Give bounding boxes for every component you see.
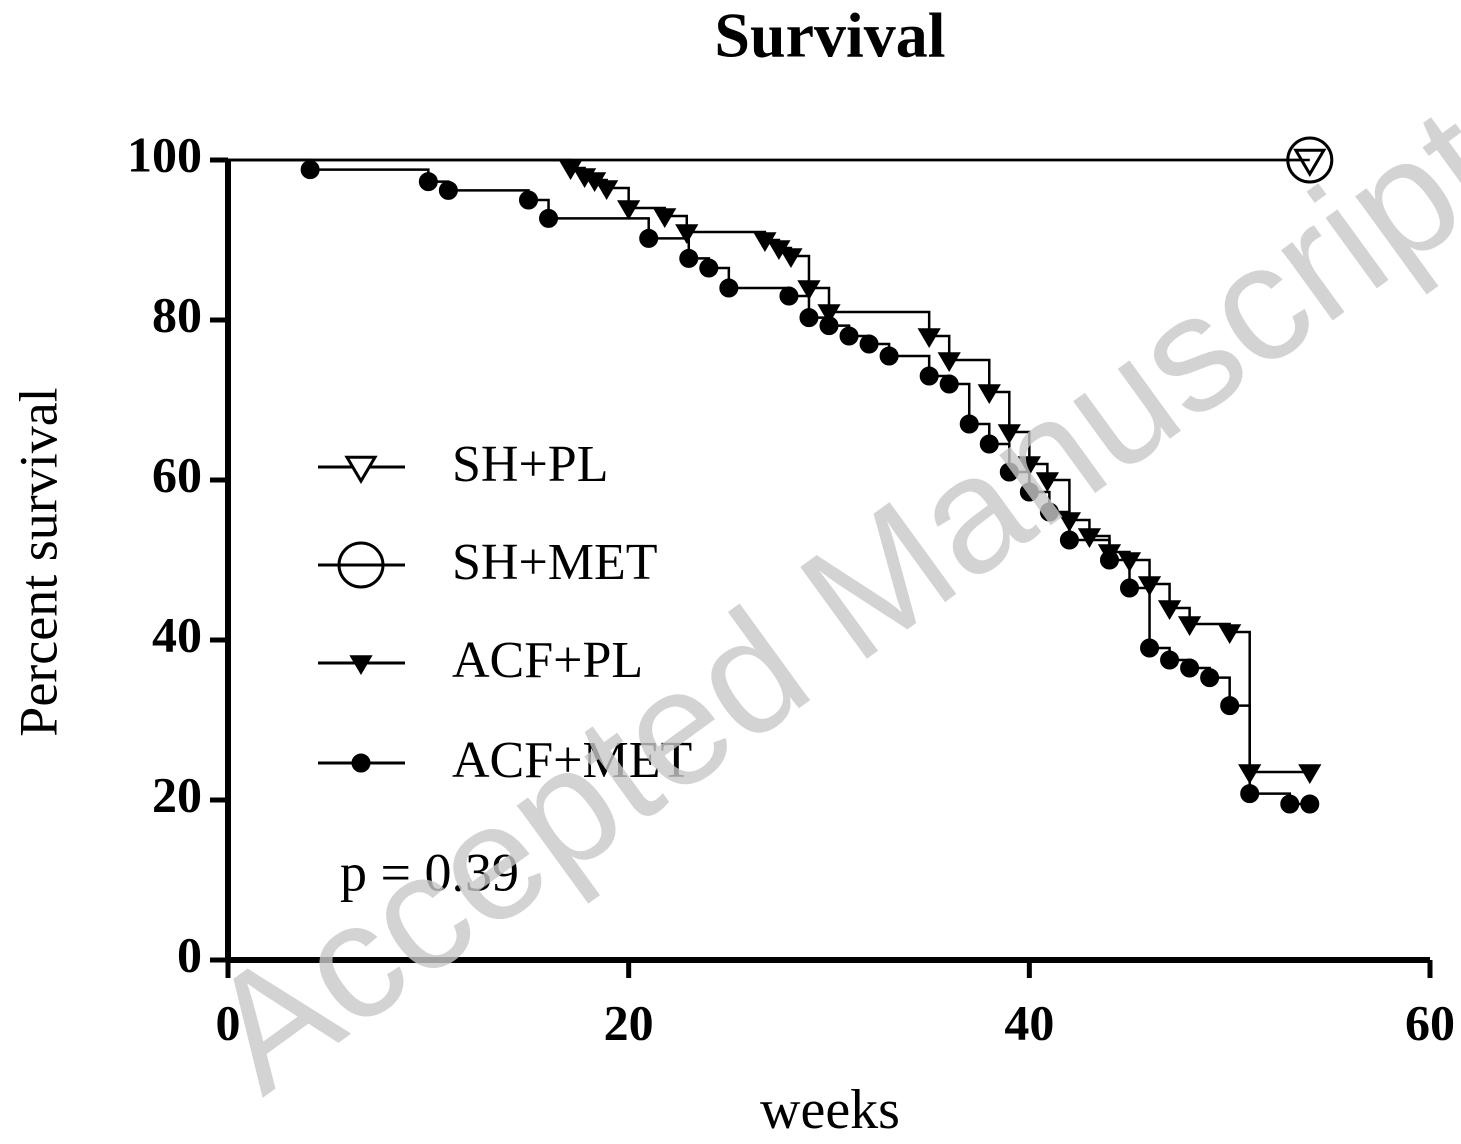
marker xyxy=(819,316,839,336)
marker xyxy=(859,334,879,354)
marker xyxy=(919,366,939,386)
marker xyxy=(879,346,899,366)
x-axis-label: weeks xyxy=(760,1079,900,1141)
marker xyxy=(1240,784,1260,804)
marker xyxy=(679,248,699,268)
y-tick-label: 0 xyxy=(177,926,202,982)
legend-label: ACF+PL xyxy=(452,632,643,689)
marker xyxy=(719,278,739,298)
x-tick-label: 60 xyxy=(1405,994,1455,1050)
marker xyxy=(1059,530,1079,550)
step-line xyxy=(686,230,767,240)
legend-marker xyxy=(337,541,385,589)
marker xyxy=(1218,624,1242,644)
legend-marker xyxy=(344,455,378,484)
chart-title: Survival xyxy=(714,0,945,71)
marker xyxy=(979,434,999,454)
marker xyxy=(1039,502,1059,522)
marker xyxy=(839,326,859,346)
marker xyxy=(1077,528,1102,548)
legend-marker xyxy=(351,753,371,773)
marker xyxy=(653,208,677,228)
x-tick-label: 0 xyxy=(216,994,241,1050)
marker xyxy=(1293,148,1327,177)
marker xyxy=(1017,456,1041,476)
legend-label: SH+MET xyxy=(452,534,658,591)
marker xyxy=(418,172,438,192)
marker xyxy=(1286,136,1334,184)
marker xyxy=(917,328,941,348)
marker xyxy=(959,414,979,434)
marker xyxy=(1280,794,1300,814)
annotation: p = 0.39 xyxy=(340,842,519,902)
y-tick-label: 80 xyxy=(152,286,202,342)
marker xyxy=(1220,696,1240,716)
marker xyxy=(519,190,538,210)
marker xyxy=(999,462,1019,482)
x-tick-label: 20 xyxy=(604,994,654,1050)
x-tick-label: 40 xyxy=(1004,994,1054,1050)
step-line xyxy=(448,189,530,200)
legend-marker xyxy=(349,655,373,675)
y-tick-label: 20 xyxy=(152,766,202,822)
y-tick-label: 100 xyxy=(127,126,202,182)
y-tick-label: 60 xyxy=(152,446,202,502)
marker xyxy=(797,280,821,300)
marker xyxy=(300,160,320,180)
step-line xyxy=(1229,704,1251,794)
marker xyxy=(1200,668,1220,688)
marker xyxy=(1137,576,1162,596)
marker xyxy=(1157,600,1182,620)
watermark: Accepted Manuscript xyxy=(175,72,1461,1126)
step-line xyxy=(1047,478,1071,520)
marker xyxy=(617,200,641,220)
marker xyxy=(779,286,799,306)
legend-label: SH+PL xyxy=(452,436,608,493)
marker xyxy=(937,352,961,372)
marker xyxy=(1298,764,1322,784)
marker xyxy=(817,304,841,324)
legend-label: ACF+MET xyxy=(452,732,692,789)
marker xyxy=(1120,578,1139,598)
marker xyxy=(1140,638,1160,658)
marker xyxy=(1180,658,1200,678)
marker xyxy=(939,374,959,394)
marker xyxy=(595,180,619,200)
marker xyxy=(699,258,719,278)
marker xyxy=(799,308,819,328)
y-axis-label: Percent survival xyxy=(8,387,68,736)
marker xyxy=(779,248,803,268)
step-line xyxy=(949,358,991,392)
marker xyxy=(1035,472,1059,492)
marker xyxy=(977,384,1001,404)
marker xyxy=(1099,550,1119,570)
step-line xyxy=(829,310,931,336)
marker xyxy=(1019,482,1039,502)
y-tick-label: 40 xyxy=(152,606,202,662)
marker xyxy=(997,424,1021,444)
step-line xyxy=(310,168,430,182)
marker xyxy=(639,228,659,248)
marker xyxy=(1300,794,1320,814)
step-line xyxy=(548,217,650,239)
step-start xyxy=(228,158,312,170)
marker xyxy=(675,224,699,244)
marker xyxy=(1160,650,1180,670)
marker xyxy=(1177,616,1202,636)
marker xyxy=(438,180,458,200)
marker xyxy=(539,208,559,228)
